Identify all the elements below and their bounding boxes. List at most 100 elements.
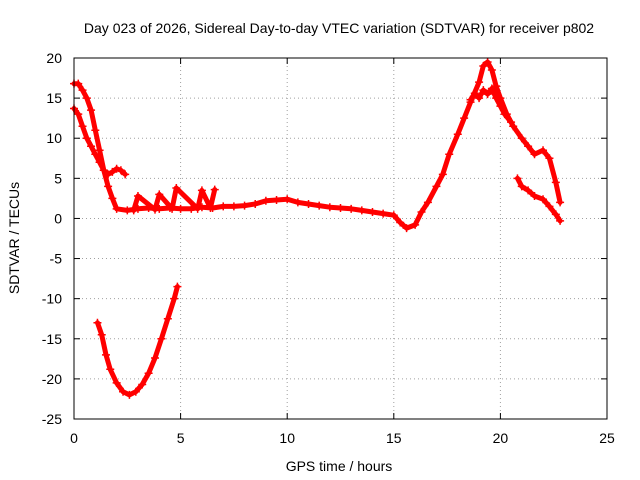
data-point bbox=[336, 204, 345, 213]
data-point bbox=[272, 195, 281, 204]
data-point bbox=[453, 130, 462, 139]
y-tick-label: -10 bbox=[42, 291, 62, 307]
data-point bbox=[466, 95, 475, 104]
data-point bbox=[479, 86, 488, 95]
y-tick-label: -15 bbox=[42, 331, 62, 347]
data-point bbox=[112, 378, 121, 387]
x-tick-label: 10 bbox=[279, 430, 295, 446]
data-point bbox=[193, 204, 202, 213]
y-tick-labels: -25 -20 -15 -10 -5 0 5 10 15 20 bbox=[42, 50, 62, 427]
x-tick-label: 0 bbox=[70, 430, 78, 446]
data-point bbox=[517, 182, 526, 191]
data-point bbox=[507, 118, 516, 127]
data-point bbox=[347, 204, 356, 213]
data-point bbox=[500, 110, 509, 119]
data-point bbox=[357, 206, 366, 215]
data-point bbox=[172, 183, 181, 192]
y-tick-label: -20 bbox=[42, 371, 62, 387]
data-point bbox=[78, 86, 87, 95]
data-point bbox=[411, 220, 420, 229]
data-point bbox=[125, 390, 134, 399]
series-upper-branch-peak bbox=[466, 84, 516, 127]
data-point bbox=[524, 142, 533, 151]
data-point bbox=[539, 195, 548, 204]
x-tick-label: 20 bbox=[493, 430, 509, 446]
data-point bbox=[389, 211, 398, 220]
y-tick-label: -25 bbox=[42, 411, 62, 427]
data-point bbox=[438, 170, 447, 179]
data-point bbox=[82, 94, 91, 103]
data-point bbox=[315, 201, 324, 210]
data-point bbox=[131, 387, 140, 396]
y-tick-label: 10 bbox=[46, 130, 62, 146]
data-point bbox=[138, 380, 147, 389]
data-point bbox=[112, 204, 121, 213]
data-point bbox=[240, 201, 249, 210]
x-tick-labels: 0 5 10 15 20 25 bbox=[70, 430, 615, 446]
chart-title: Day 023 of 2026, Sidereal Day-to-day VTE… bbox=[84, 20, 594, 36]
data-point bbox=[513, 174, 522, 183]
data-point bbox=[483, 90, 492, 99]
data-point bbox=[460, 114, 469, 123]
data-point bbox=[475, 78, 484, 87]
data-point bbox=[545, 202, 554, 211]
data-point bbox=[251, 200, 260, 209]
data-point bbox=[283, 195, 292, 204]
data-point bbox=[492, 94, 501, 103]
data-point bbox=[445, 150, 454, 159]
data-point bbox=[368, 208, 377, 217]
data-point bbox=[87, 142, 96, 151]
data-point bbox=[487, 84, 496, 93]
data-point bbox=[99, 166, 108, 175]
series-negative-arc bbox=[93, 282, 182, 399]
data-point bbox=[170, 294, 179, 303]
data-point bbox=[78, 122, 87, 131]
data-point bbox=[74, 79, 83, 88]
series-upper-branch-early bbox=[70, 104, 130, 179]
data-point bbox=[492, 82, 501, 91]
data-point bbox=[151, 354, 160, 363]
data-point bbox=[423, 198, 432, 207]
data-point bbox=[155, 190, 164, 199]
data-point bbox=[379, 209, 388, 218]
data-point bbox=[470, 89, 479, 98]
data-point bbox=[176, 204, 185, 213]
data-point bbox=[197, 186, 206, 195]
data-point bbox=[524, 186, 533, 195]
data-point bbox=[157, 334, 166, 343]
data-point bbox=[551, 178, 560, 187]
data-point bbox=[151, 205, 160, 214]
data-point bbox=[206, 204, 215, 213]
data-point bbox=[87, 106, 96, 115]
data-point bbox=[108, 194, 117, 203]
data-point bbox=[116, 166, 125, 175]
data-point bbox=[95, 158, 104, 167]
data-point bbox=[121, 170, 130, 179]
data-point bbox=[101, 350, 110, 359]
data-point bbox=[108, 167, 117, 176]
data-point bbox=[304, 200, 313, 209]
data-point bbox=[119, 387, 128, 396]
y-tick-label: 5 bbox=[54, 170, 62, 186]
data-point bbox=[229, 202, 238, 211]
data-point bbox=[93, 318, 102, 327]
data-point bbox=[517, 134, 526, 143]
data-point bbox=[219, 202, 228, 211]
data-point bbox=[129, 206, 138, 215]
data-point bbox=[475, 94, 484, 103]
y-tick-label: 0 bbox=[54, 210, 62, 226]
data-point bbox=[530, 150, 539, 159]
data-point bbox=[97, 330, 106, 339]
y-axis-label: SDTVAR / TECUs bbox=[6, 182, 22, 294]
data-point bbox=[325, 203, 334, 212]
data-point bbox=[91, 150, 100, 159]
x-tick-label: 25 bbox=[599, 430, 615, 446]
data-point bbox=[95, 146, 104, 155]
series-layer bbox=[70, 58, 565, 399]
series-wiggle-spurs bbox=[129, 183, 219, 215]
data-point bbox=[432, 182, 441, 191]
data-point bbox=[479, 62, 488, 71]
data-point bbox=[551, 210, 560, 219]
data-point bbox=[402, 224, 411, 233]
